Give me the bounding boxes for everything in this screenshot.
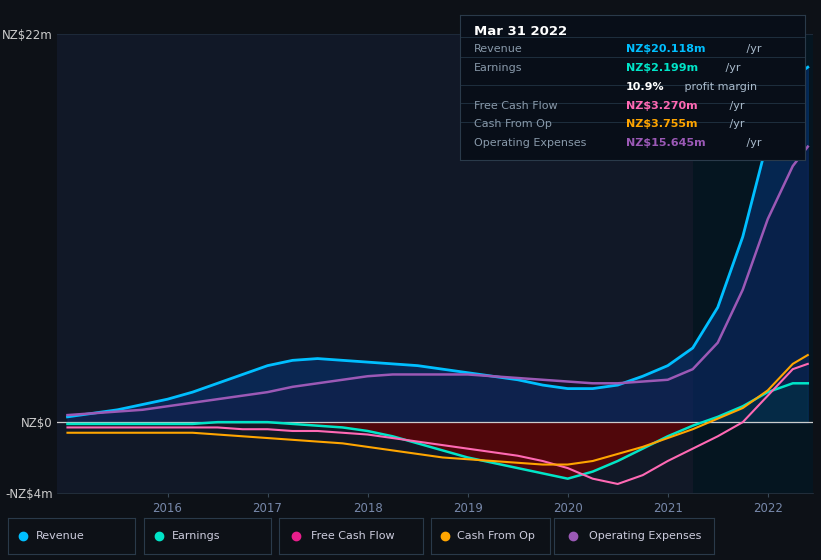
Text: Earnings: Earnings	[172, 531, 220, 541]
Text: Operating Expenses: Operating Expenses	[474, 138, 586, 148]
Text: Revenue: Revenue	[474, 44, 522, 54]
Text: profit margin: profit margin	[681, 82, 757, 92]
Text: /yr: /yr	[743, 44, 761, 54]
Text: Mar 31 2022: Mar 31 2022	[474, 25, 567, 38]
Text: 10.9%: 10.9%	[626, 82, 664, 92]
Text: Earnings: Earnings	[474, 63, 522, 73]
Text: /yr: /yr	[743, 138, 761, 148]
Text: /yr: /yr	[722, 63, 741, 73]
Text: Cash From Op: Cash From Op	[457, 531, 535, 541]
Text: Free Cash Flow: Free Cash Flow	[474, 101, 557, 110]
Text: Operating Expenses: Operating Expenses	[589, 531, 702, 541]
Text: NZ$20.118m: NZ$20.118m	[626, 44, 705, 54]
Text: NZ$15.645m: NZ$15.645m	[626, 138, 705, 148]
Text: /yr: /yr	[726, 119, 744, 129]
Text: Revenue: Revenue	[36, 531, 85, 541]
Text: Free Cash Flow: Free Cash Flow	[310, 531, 394, 541]
Text: /yr: /yr	[726, 101, 744, 110]
Text: NZ$3.270m: NZ$3.270m	[626, 101, 697, 110]
Text: Cash From Op: Cash From Op	[474, 119, 552, 129]
Text: NZ$3.755m: NZ$3.755m	[626, 119, 697, 129]
Text: NZ$2.199m: NZ$2.199m	[626, 63, 698, 73]
Bar	[693, 34, 813, 493]
